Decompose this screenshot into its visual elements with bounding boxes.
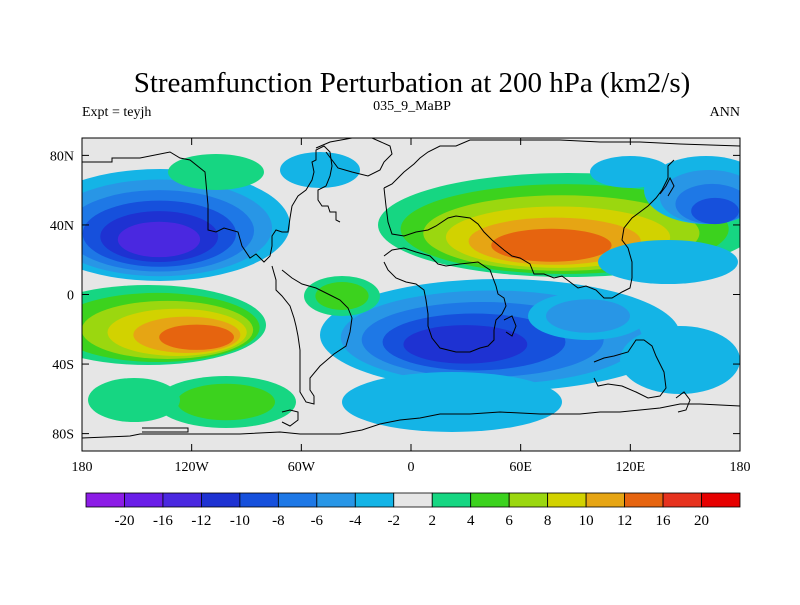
coastline-new-zealand — [675, 391, 691, 413]
colorbar: -20 -16 -12 -10 -8 -6 -4 -2 2 4 6 8 10 12 16 20 — [85, 492, 741, 529]
coastline-europe-south — [383, 159, 675, 299]
colorbar-label-6: -4 — [349, 513, 362, 529]
colorbar-swatch-6 — [316, 492, 356, 508]
colorbar-swatch-13 — [585, 492, 625, 508]
colorbar-swatch-12 — [547, 492, 587, 508]
colorbar-label-14: 16 — [656, 513, 672, 529]
colorbar-label-8: 2 — [428, 513, 436, 529]
colorbar-swatch-3 — [201, 492, 241, 508]
colorbar-swatch-10 — [470, 492, 510, 508]
colorbar-swatch-4 — [239, 492, 279, 508]
contour-lobe-8-1 — [590, 156, 670, 188]
contour-lobe-6-1 — [598, 240, 738, 284]
coastline-north-america — [82, 145, 341, 263]
colorbar-swatch-2 — [162, 492, 202, 508]
colorbar-label-2: -12 — [191, 513, 211, 529]
colorbar-swatch-0 — [85, 492, 125, 508]
x-tick-label-2: 60W — [288, 460, 316, 475]
subtitle-center: 035_9_MaBP — [373, 99, 451, 114]
y-tick-label-1: 40N — [50, 219, 74, 234]
colorbar-swatch-11 — [508, 492, 549, 508]
x-axis: 180 120W 60W 0 60E 120E 180 — [72, 138, 751, 475]
colorbar-label-9: 4 — [467, 513, 475, 529]
contour-fills — [82, 152, 740, 432]
plot-area — [82, 138, 740, 451]
y-tick-label-4: 80S — [52, 428, 74, 443]
x-tick-label-0: 180 — [72, 460, 93, 475]
colorbar-swatch-16 — [701, 492, 741, 508]
contour-lobe-4-1 — [342, 372, 562, 432]
x-tick-label-4: 60E — [509, 460, 532, 475]
chart-title: Streamfunction Perturbation at 200 hPa (… — [134, 67, 691, 99]
colorbar-swatch-1 — [124, 492, 164, 508]
coastline-south-america — [271, 265, 353, 405]
coastline-tierra-del-fuego — [281, 409, 299, 427]
subtitle-left: Expt = teyjh — [82, 105, 151, 120]
colorbar-label-5: -6 — [311, 513, 324, 529]
contour-lobe-3-1 — [88, 378, 180, 422]
contour-0-6 — [117, 221, 201, 258]
contour-lobe-0-1 — [168, 154, 264, 190]
colorbar-label-7: -2 — [388, 513, 401, 529]
coastline-africa — [383, 247, 507, 353]
coastline-europe-asia — [383, 139, 740, 189]
colorbar-swatch-15 — [662, 492, 702, 508]
colorbar-swatch-9 — [431, 492, 472, 508]
y-axis: 80N 40N 0 40S 80S — [50, 149, 740, 443]
y-tick-label-3: 40S — [52, 358, 74, 373]
colorbar-swatch-5 — [277, 492, 318, 508]
x-tick-label-5: 120E — [616, 460, 646, 475]
contour-1-6 — [159, 324, 234, 350]
coastline-australia — [593, 339, 667, 399]
x-tick-label-3: 0 — [408, 460, 415, 475]
colorbar-swatch-7 — [354, 492, 395, 508]
coastline-japan — [659, 176, 675, 197]
colorbar-swatch-8 — [393, 492, 433, 508]
coastline-weddell — [142, 427, 189, 433]
colorbar-label-10: 6 — [505, 513, 513, 529]
colorbar-label-15: 20 — [694, 513, 709, 529]
x-tick-label-6: 180 — [730, 460, 751, 475]
contour-lobe-9-2 — [546, 299, 630, 333]
colorbar-label-4: -8 — [272, 513, 285, 529]
contour-lobe-5-1 — [620, 326, 740, 394]
colorbar-label-0: -20 — [114, 513, 134, 529]
subtitle-right: ANN — [710, 105, 740, 120]
colorbar-label-1: -16 — [153, 513, 173, 529]
contour-4-4 — [691, 197, 739, 225]
contour-lobe-1-1 — [280, 152, 360, 188]
contour-lobe-2-2 — [177, 383, 275, 421]
contour-lobe-7-2 — [315, 282, 369, 310]
colorbar-label-3: -10 — [230, 513, 250, 529]
y-tick-label-0: 80N — [50, 149, 74, 164]
colorbar-swatch-14 — [624, 492, 664, 508]
x-tick-label-1: 120W — [175, 460, 210, 475]
colorbar-label-11: 8 — [544, 513, 552, 529]
coastline-antarctica — [82, 403, 740, 439]
coastline-greenland — [315, 138, 393, 177]
colorbar-label-13: 12 — [617, 513, 632, 529]
coastlines — [82, 138, 740, 439]
coastline-madagascar — [503, 315, 517, 337]
y-tick-label-2: 0 — [67, 289, 74, 304]
colorbar-label-12: 10 — [579, 513, 594, 529]
contour-2-6 — [491, 228, 612, 262]
contour-3-5 — [403, 325, 528, 364]
